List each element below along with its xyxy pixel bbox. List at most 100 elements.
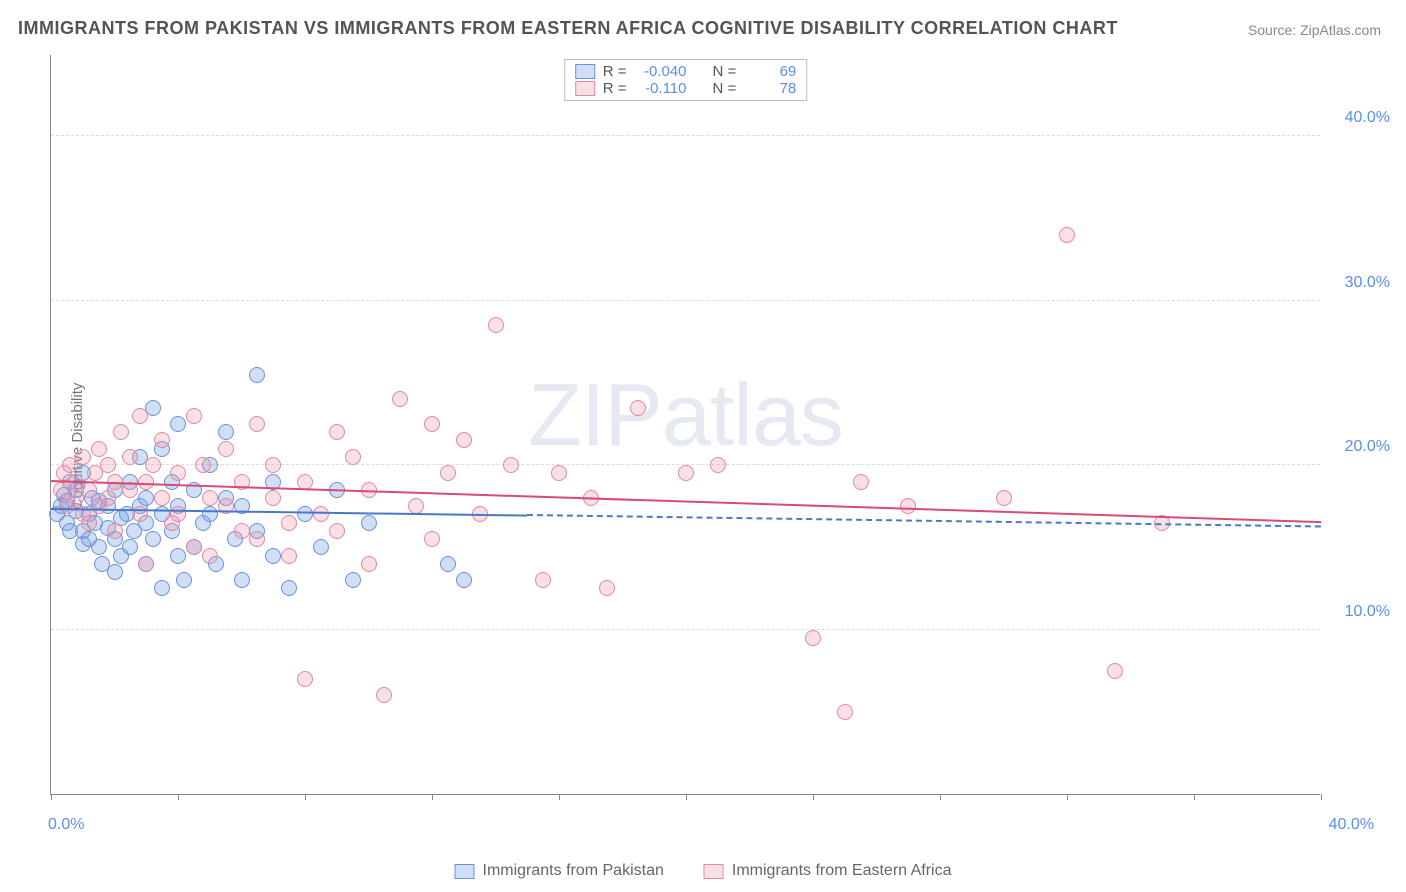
scatter-point [122, 449, 138, 465]
scatter-point [195, 457, 211, 473]
series-legend-item: Immigrants from Pakistan [454, 862, 663, 880]
scatter-point [100, 490, 116, 506]
scatter-point [145, 531, 161, 547]
scatter-point [297, 506, 313, 522]
scatter-point [313, 506, 329, 522]
scatter-point [81, 515, 97, 531]
series-legend: Immigrants from Pakistan Immigrants from … [454, 862, 951, 880]
scatter-point [456, 572, 472, 588]
legend-r-prefix: R = [603, 80, 627, 97]
scatter-point [900, 498, 916, 514]
scatter-point [91, 539, 107, 555]
scatter-point [154, 580, 170, 596]
legend-row: R = -0.110 N = 78 [575, 80, 797, 97]
scatter-point [218, 441, 234, 457]
scatter-point [535, 572, 551, 588]
source-label: Source: ZipAtlas.com [1248, 22, 1381, 38]
scatter-point [100, 457, 116, 473]
gridline [51, 135, 1320, 136]
x-tick [1194, 794, 1195, 800]
x-axis-end-label: 40.0% [1329, 816, 1374, 834]
trend-line [527, 514, 1321, 528]
chart-container: IMMIGRANTS FROM PAKISTAN VS IMMIGRANTS F… [0, 0, 1406, 892]
scatter-point [805, 630, 821, 646]
x-tick [813, 794, 814, 800]
scatter-point [424, 531, 440, 547]
scatter-point [249, 367, 265, 383]
gridline [51, 629, 1320, 630]
scatter-point [440, 465, 456, 481]
scatter-point [202, 490, 218, 506]
scatter-point [297, 671, 313, 687]
scatter-point [265, 457, 281, 473]
scatter-point [281, 515, 297, 531]
x-tick [686, 794, 687, 800]
scatter-point [170, 465, 186, 481]
scatter-point [170, 548, 186, 564]
scatter-point [107, 564, 123, 580]
scatter-point [837, 704, 853, 720]
series-legend-label: Immigrants from Pakistan [482, 862, 663, 880]
scatter-point [710, 457, 726, 473]
scatter-point [249, 531, 265, 547]
y-tick-label: 40.0% [1330, 109, 1390, 127]
y-tick-label: 30.0% [1330, 274, 1390, 292]
scatter-point [138, 474, 154, 490]
scatter-point [630, 400, 646, 416]
scatter-point [408, 498, 424, 514]
scatter-point [345, 449, 361, 465]
legend-n-value: 78 [744, 80, 796, 97]
scatter-point [376, 687, 392, 703]
scatter-point [122, 539, 138, 555]
y-tick-label: 10.0% [1330, 603, 1390, 621]
legend-swatch [575, 81, 595, 96]
legend-r-value: -0.040 [635, 63, 687, 80]
x-tick [1321, 794, 1322, 800]
x-tick [432, 794, 433, 800]
scatter-point [75, 449, 91, 465]
scatter-point [488, 317, 504, 333]
scatter-point [329, 424, 345, 440]
scatter-point [996, 490, 1012, 506]
scatter-point [132, 408, 148, 424]
gridline [51, 300, 1320, 301]
scatter-point [313, 539, 329, 555]
scatter-point [186, 539, 202, 555]
legend-n-prefix: N = [713, 80, 737, 97]
scatter-point [265, 548, 281, 564]
scatter-point [1059, 227, 1075, 243]
x-tick [559, 794, 560, 800]
legend-r-value: -0.110 [635, 80, 687, 97]
series-legend-item: Immigrants from Eastern Africa [704, 862, 952, 880]
scatter-point [345, 572, 361, 588]
scatter-point [113, 424, 129, 440]
scatter-point [138, 490, 154, 506]
y-tick-label: 20.0% [1330, 438, 1390, 456]
legend-swatch [704, 864, 724, 879]
x-tick [940, 794, 941, 800]
series-legend-label: Immigrants from Eastern Africa [732, 862, 952, 880]
scatter-point [424, 416, 440, 432]
legend-r-prefix: R = [603, 63, 627, 80]
plot-area: ZIPatlas R =-0.040N =69R =-0.110N =78 10… [50, 55, 1320, 795]
scatter-point [145, 457, 161, 473]
scatter-point [107, 523, 123, 539]
legend-n-prefix: N = [713, 63, 737, 80]
scatter-point [138, 556, 154, 572]
x-tick [1067, 794, 1068, 800]
scatter-point [853, 474, 869, 490]
legend-n-value: 69 [744, 63, 796, 80]
scatter-point [234, 572, 250, 588]
scatter-point [218, 424, 234, 440]
scatter-point [281, 548, 297, 564]
scatter-point [456, 432, 472, 448]
scatter-point [91, 441, 107, 457]
scatter-point [599, 580, 615, 596]
chart-title: IMMIGRANTS FROM PAKISTAN VS IMMIGRANTS F… [18, 18, 1118, 39]
scatter-point [1107, 663, 1123, 679]
x-axis-start-label: 0.0% [48, 816, 84, 834]
scatter-point [361, 556, 377, 572]
scatter-point [503, 457, 519, 473]
scatter-point [551, 465, 567, 481]
scatter-point [202, 548, 218, 564]
